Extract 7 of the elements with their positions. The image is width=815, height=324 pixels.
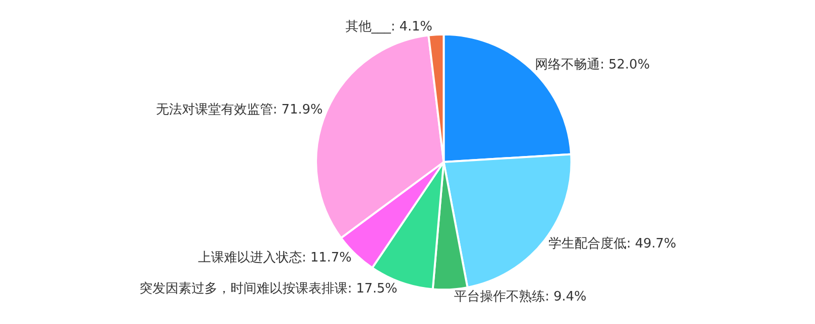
slice-label: 上课难以进入状态: 11.7% — [198, 250, 352, 266]
slice-label: 无法对课堂有效监管: 71.9% — [156, 102, 323, 118]
slice-label: 其他___: 4.1% — [345, 20, 432, 35]
slice-label: 网络不畅通: 52.0% — [534, 58, 650, 73]
slice-label: 学生配合度低: 49.7% — [548, 235, 676, 252]
slice-label: 突发因素过多，时间难以按课表排课: 17.5% — [140, 282, 398, 297]
slice-label: 平台操作不熟练: 9.4% — [454, 289, 586, 304]
